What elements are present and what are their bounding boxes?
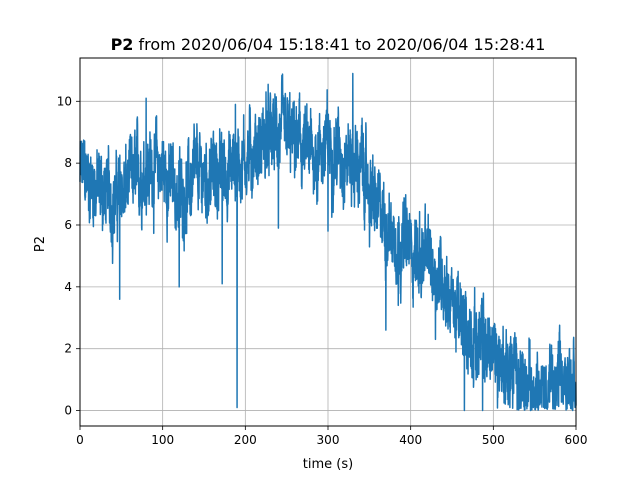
x-tick-label: 400 (399, 433, 422, 447)
chart-title-rest: from 2020/06/04 15:18:41 to 2020/06/04 1… (133, 35, 545, 54)
y-tick-label: 4 (64, 280, 72, 294)
x-tick-label: 500 (482, 433, 505, 447)
chart-title: P2 from 2020/06/04 15:18:41 to 2020/06/0… (111, 35, 546, 54)
y-tick-label: 8 (64, 156, 72, 170)
y-axis-label: P2 (33, 236, 48, 252)
series-layer (79, 72, 577, 412)
x-tick-label: 200 (234, 433, 257, 447)
chart-title-bold: P2 (111, 35, 134, 54)
y-tick-label: 10 (57, 94, 72, 108)
x-tick-label: 300 (317, 433, 340, 447)
x-tick-label: 0 (76, 433, 84, 447)
y-tick-label: 2 (64, 342, 72, 356)
y-axis-ticks: 0 2 4 6 8 10 (57, 94, 80, 418)
series-line (79, 72, 577, 412)
x-axis-label: time (s) (303, 457, 353, 472)
x-axis-ticks: 0 100 200 300 400 500 600 (76, 426, 587, 447)
x-tick-label: 100 (151, 433, 174, 447)
y-tick-label: 6 (64, 218, 72, 232)
y-tick-label: 0 (64, 404, 72, 418)
x-tick-label: 600 (565, 433, 588, 447)
